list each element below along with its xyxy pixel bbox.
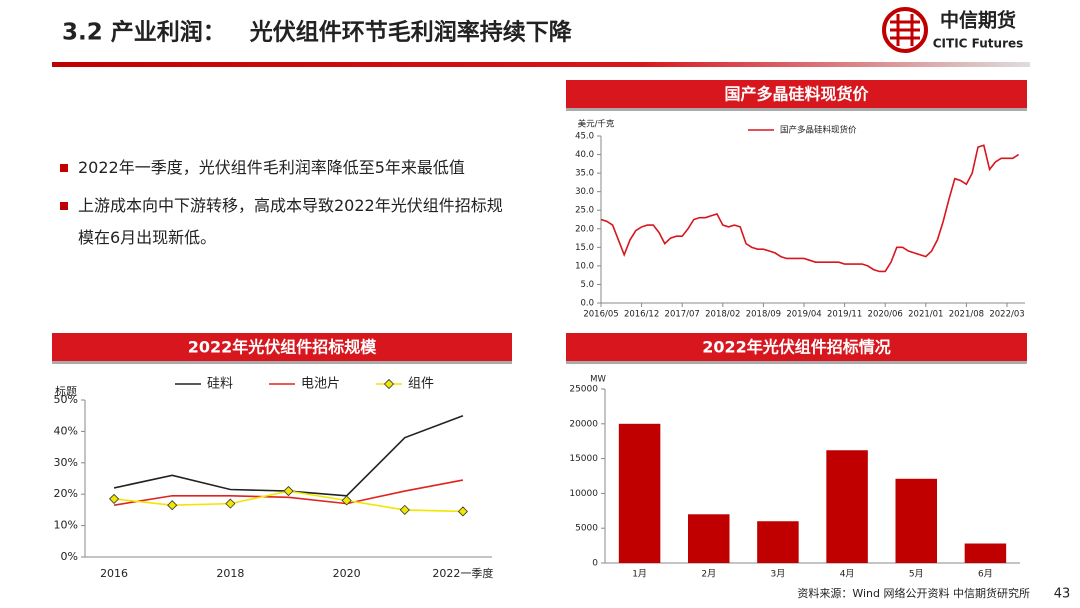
bullet: 上游成本向中下游转移，高成本导致2022年光伏组件招标规模在6月出现新低。	[78, 196, 503, 247]
point-marker	[167, 500, 178, 511]
y-tick-label: 40.0	[575, 150, 594, 160]
x-tick-label: 2021/01	[908, 310, 943, 320]
y-axis-label: 标题	[55, 384, 77, 398]
point-marker	[399, 504, 410, 515]
y-tick-label: 30%	[54, 456, 78, 469]
x-tick-label: 2019/04	[786, 310, 821, 320]
x-tick-label: 3月	[771, 569, 786, 580]
x-tick-label: 6月	[978, 569, 993, 580]
series-line	[113, 479, 464, 506]
bullet: 2022年一季度，光伏组件毛利润率降低至5年来最低值	[78, 158, 465, 177]
bar	[688, 514, 730, 563]
y-tick-label: 5.0	[580, 280, 594, 290]
y-tick-label: 10000	[569, 489, 598, 499]
legend-label: 国产多晶硅料现货价	[780, 125, 857, 136]
series-line	[113, 414, 464, 497]
y-tick-label: 0%	[61, 550, 78, 563]
y-tick-label: 10.0	[575, 261, 594, 271]
y-tick-label: 10%	[54, 519, 78, 532]
logo-mark	[882, 7, 928, 53]
legend-label: 组件	[408, 377, 434, 392]
y-axis-label: MW	[590, 375, 606, 385]
y-tick-label: 20%	[54, 487, 78, 500]
y-tick-label: 50%	[54, 393, 78, 406]
header-rule	[52, 62, 1030, 67]
logo-mark	[890, 14, 920, 46]
chart-header-shade	[52, 361, 512, 364]
y-axis-label: 美元/千克	[578, 119, 615, 130]
y-tick-label: 15.0	[575, 243, 594, 253]
point-marker	[109, 493, 120, 504]
page-number: 43	[1054, 587, 1071, 602]
y-tick-label: 0.0	[580, 299, 594, 309]
x-tick-label: 5月	[909, 569, 924, 580]
chart-header	[566, 333, 1027, 361]
logo-text: CITIC Futures	[933, 37, 1024, 51]
bar	[618, 423, 661, 563]
chart-title: 2022年光伏组件招标规模	[188, 338, 378, 357]
slide-title: 3.2 产业利润： 光伏组件环节毛利润率持续下降	[62, 19, 573, 46]
bar	[964, 543, 1007, 563]
bullet-marker	[60, 164, 68, 172]
chart-title: 2022年光伏组件招标情况	[702, 338, 891, 357]
point-marker	[383, 378, 395, 390]
x-tick-label: 2018	[216, 567, 244, 580]
series-line	[600, 144, 1020, 273]
x-tick-label: 2月	[701, 569, 716, 580]
y-tick-label: 45.0	[575, 132, 594, 142]
point-marker	[457, 506, 468, 517]
y-tick-label: 20.0	[575, 224, 594, 234]
x-tick-label: 2019/11	[827, 310, 862, 320]
x-tick-label: 2020	[333, 567, 361, 580]
y-tick-label: 25.0	[575, 206, 594, 216]
bullet-marker	[60, 202, 68, 210]
y-tick-label: 15000	[569, 454, 598, 464]
y-tick-label: 35.0	[575, 169, 594, 179]
chart-header	[52, 333, 512, 361]
x-tick-label: 2016/05	[583, 310, 618, 320]
x-tick-label: 2016	[100, 567, 128, 580]
source: 资料来源：Wind 网络公开资料 中信期货研究所	[797, 586, 1030, 600]
chart-header-shade	[566, 108, 1027, 111]
x-tick-label: 2016/12	[624, 310, 659, 320]
chart-title: 国产多晶硅料现货价	[724, 85, 869, 104]
x-tick-label: 2022一季度	[432, 566, 493, 580]
y-tick-label: 20000	[569, 419, 598, 429]
x-tick-label: 2020/06	[868, 310, 903, 320]
legend-label: 硅料	[207, 377, 233, 392]
x-tick-label: 2018/09	[746, 310, 781, 320]
x-tick-label: 4月	[840, 569, 855, 580]
x-tick-label: 2021/08	[949, 310, 984, 320]
y-tick-label: 0	[592, 559, 598, 569]
y-tick-label: 40%	[54, 424, 78, 437]
point-marker	[225, 498, 236, 509]
y-tick-label: 30.0	[575, 187, 594, 197]
bar	[895, 478, 937, 563]
y-tick-label: 25000	[569, 385, 598, 395]
bar	[757, 521, 799, 563]
logo-text: 中信期货	[940, 9, 1016, 32]
bar	[826, 450, 868, 563]
chart-header	[566, 80, 1027, 108]
legend-label: 电池片	[301, 377, 340, 392]
x-tick-label: 2017/07	[665, 310, 700, 320]
x-tick-label: 2022/03	[989, 310, 1024, 320]
y-tick-label: 5000	[575, 524, 598, 534]
x-tick-label: 1月	[632, 569, 647, 580]
point-marker	[283, 485, 294, 497]
x-tick-label: 2018/02	[705, 310, 740, 320]
chart-header-shade	[566, 361, 1027, 364]
point-marker	[341, 495, 352, 506]
